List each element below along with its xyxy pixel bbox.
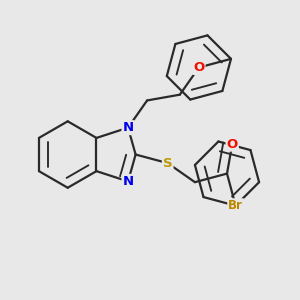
Text: O: O xyxy=(226,138,238,151)
Text: N: N xyxy=(122,121,134,134)
Text: O: O xyxy=(193,61,205,74)
Text: S: S xyxy=(163,157,172,169)
Text: Br: Br xyxy=(228,199,243,212)
Text: N: N xyxy=(122,175,134,188)
